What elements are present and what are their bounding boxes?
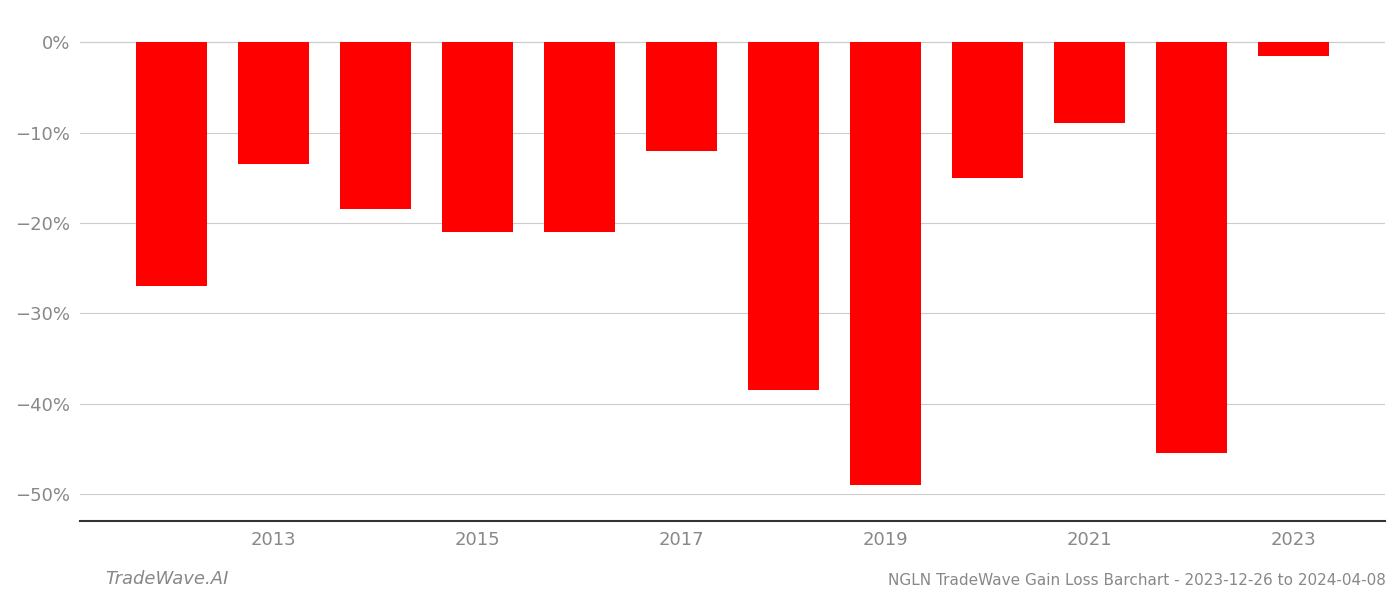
Bar: [850, 42, 921, 485]
Bar: [136, 42, 207, 286]
Text: NGLN TradeWave Gain Loss Barchart - 2023-12-26 to 2024-04-08: NGLN TradeWave Gain Loss Barchart - 2023…: [888, 573, 1386, 588]
Bar: [748, 42, 819, 390]
Text: TradeWave.AI: TradeWave.AI: [105, 570, 228, 588]
Bar: [1054, 42, 1126, 124]
Bar: [645, 42, 717, 151]
Bar: [340, 42, 412, 209]
Bar: [442, 42, 514, 232]
Bar: [1257, 42, 1329, 56]
Bar: [952, 42, 1023, 178]
Bar: [238, 42, 309, 164]
Bar: [543, 42, 615, 232]
Bar: [1155, 42, 1226, 454]
